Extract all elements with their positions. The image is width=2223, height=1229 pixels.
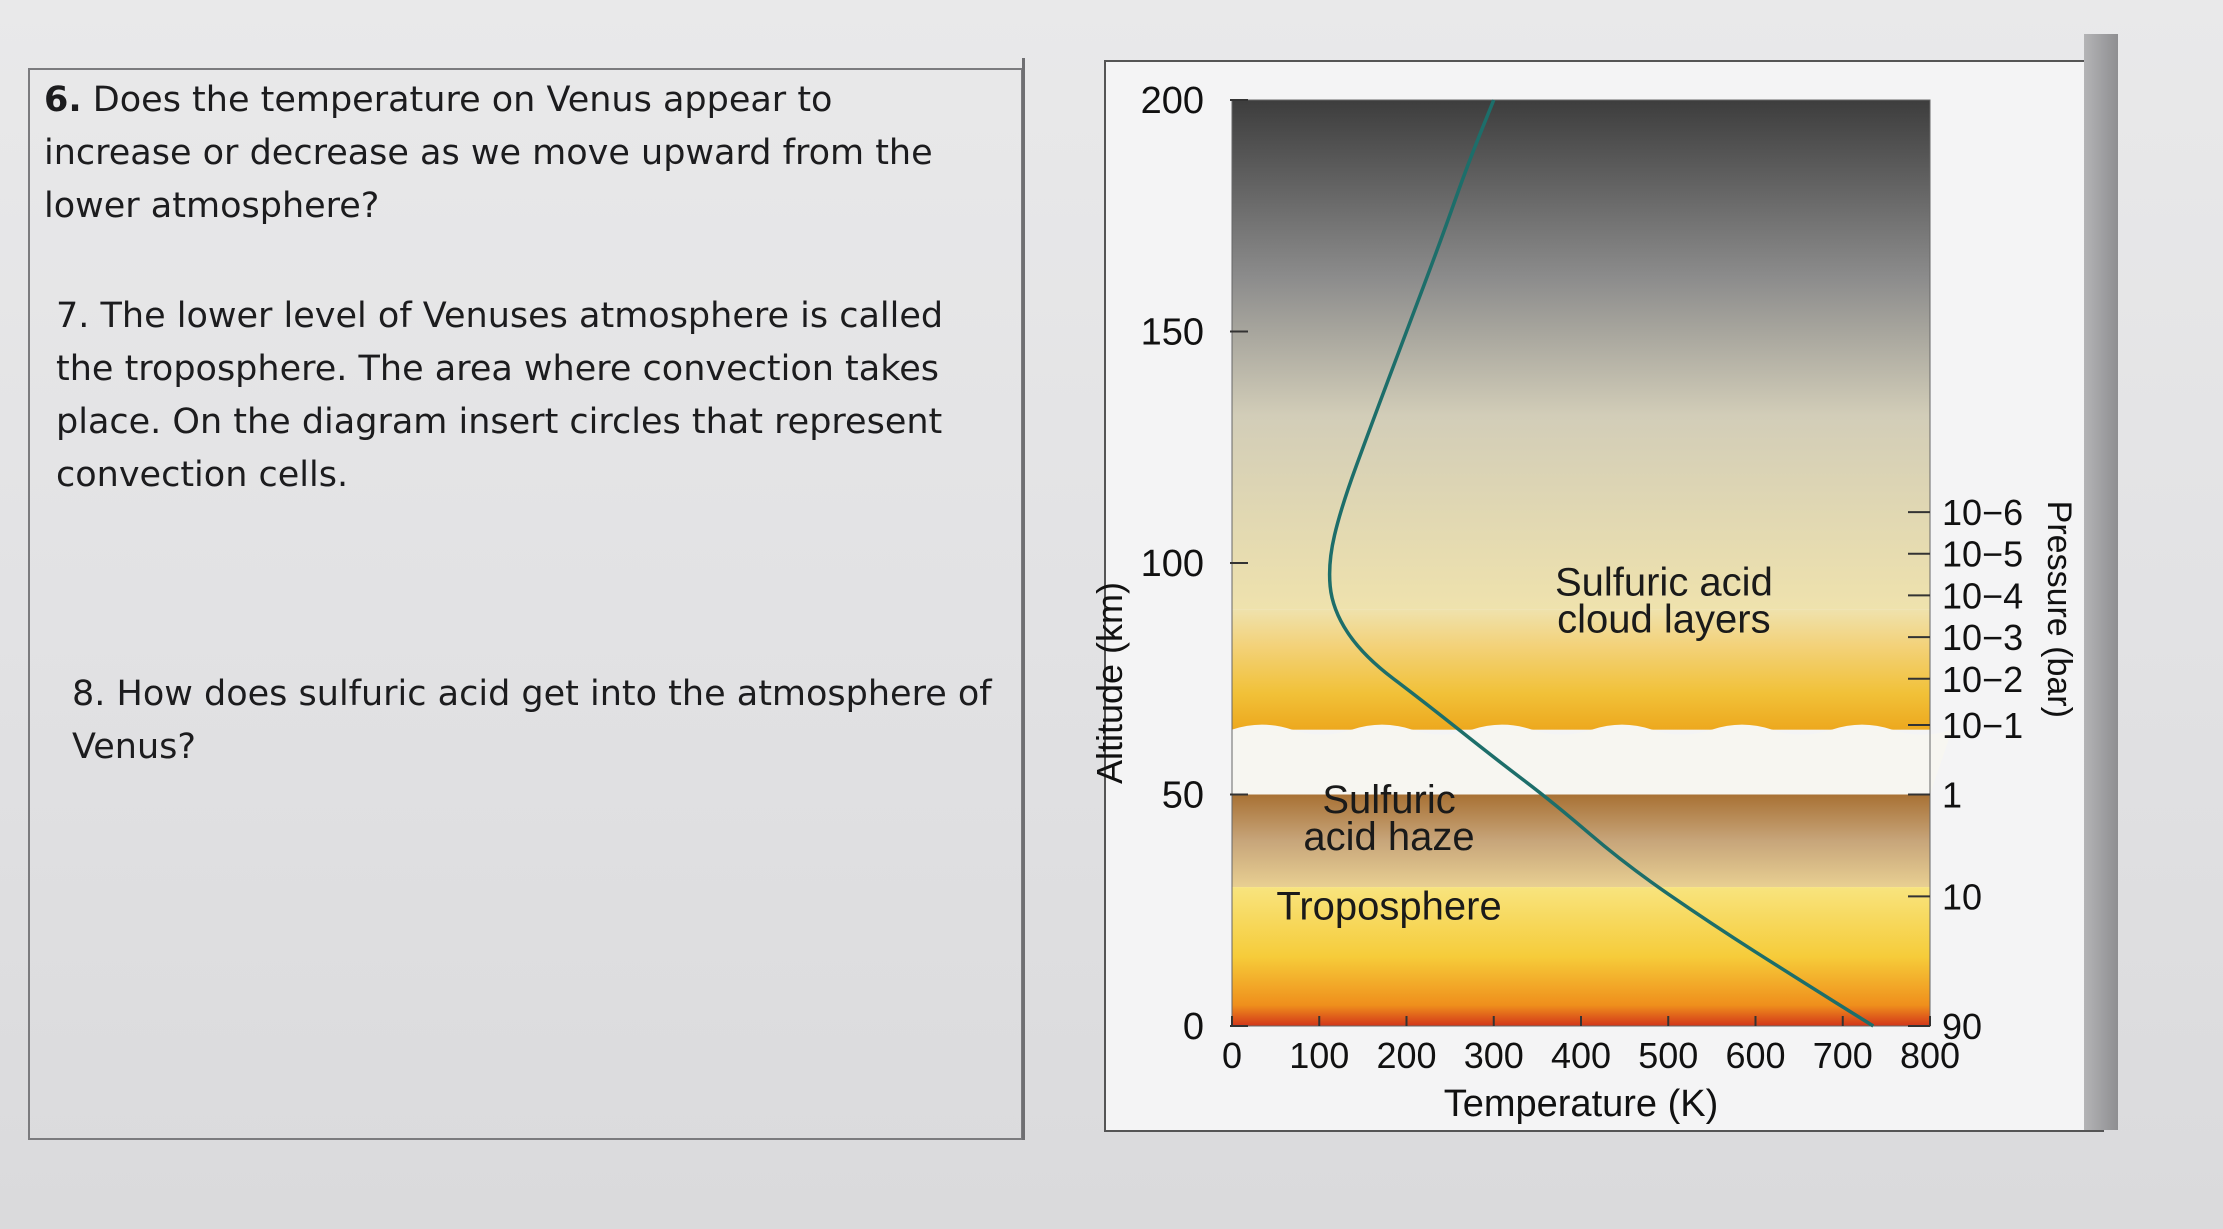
figure-frame-edge (2084, 34, 2118, 1130)
pressure-tick-label: 10−6 (1942, 492, 2023, 533)
question-6-number: 6. (44, 80, 82, 120)
question-6: 6. Does the temperature on Venus appear … (44, 74, 964, 233)
atmosphere-bands (1231, 99, 1952, 1027)
annotation-label: acid haze (1303, 815, 1474, 859)
y-tick-label: 200 (1141, 80, 1204, 122)
pressure-tick-label: 10−5 (1942, 534, 2023, 575)
y-tick-label: 100 (1141, 543, 1204, 585)
y-tick-label: 0 (1183, 1006, 1204, 1048)
question-8: 8. How does sulfuric acid get into the a… (72, 674, 992, 767)
x-tick-label: 700 (1813, 1035, 1873, 1076)
x-tick-label: 100 (1289, 1035, 1349, 1076)
annotation-label: Troposphere (1276, 885, 1501, 929)
question-6-text: Does the temperature on Venus appear to … (44, 80, 933, 226)
upper-atmosphere-band (1232, 100, 1930, 610)
y-axis-label: Altitude (km) (1089, 582, 1130, 784)
pressure-tick-label: 90 (1942, 1006, 1982, 1047)
pressure-tick-label: 10−4 (1942, 575, 2023, 616)
haze-band (1232, 794, 1930, 888)
annotation-label: Sulfuric (1322, 778, 1455, 822)
panel-divider (1022, 58, 1025, 1140)
pressure-axis-label: Pressure (bar) (2040, 501, 2078, 718)
pressure-tick-label: 10 (1942, 876, 1982, 917)
x-tick-label: 600 (1725, 1035, 1785, 1076)
x-tick-label: 0 (1222, 1035, 1242, 1076)
x-tick-label: 800 (1900, 1035, 1960, 1076)
troposphere-band (1232, 887, 1930, 1026)
annotation-label: cloud layers (1557, 597, 1770, 641)
x-tick-label: 300 (1464, 1035, 1524, 1076)
cloud-layer-band (1232, 609, 1930, 730)
question-7: 7. The lower level of Venuses atmosphere… (56, 296, 944, 495)
pressure-tick-label: 10−1 (1942, 705, 2023, 746)
x-axis-label: Temperature (K) (1444, 1083, 1719, 1125)
white-cloud-band (1232, 724, 1952, 795)
x-tick-label: 400 (1551, 1035, 1611, 1076)
pressure-tick-label: 1 (1942, 775, 1962, 816)
x-tick-label: 500 (1638, 1035, 1698, 1076)
pressure-tick-label: 10−2 (1942, 659, 2023, 700)
x-tick-label: 200 (1376, 1035, 1436, 1076)
temperature-profile-line (1327, 99, 1875, 1028)
y-tick-label: 50 (1162, 775, 1204, 817)
pressure-tick-label: 10−3 (1942, 617, 2023, 658)
y-tick-label: 150 (1141, 312, 1204, 354)
annotation-label: Sulfuric acid (1555, 560, 1773, 604)
